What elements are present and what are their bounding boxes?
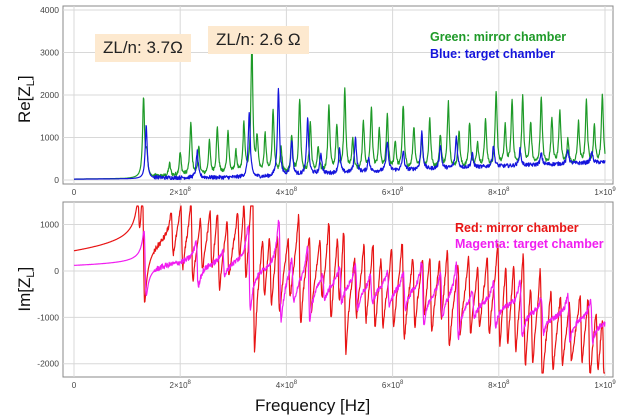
x-tick-label: 8×108 xyxy=(488,380,510,390)
x-tick-label: 0 xyxy=(72,381,77,390)
x-tick-label: 2×108 xyxy=(170,380,192,390)
y-tick-label: 3000 xyxy=(40,48,59,58)
im-impedance-panel: -2000 -1000 0 1000 0 2×108 4×108 6×108 8×108 1×10… xyxy=(37,201,616,390)
y-tick-label: -1000 xyxy=(37,312,59,322)
y-tick-label: 1000 xyxy=(40,133,59,143)
legend-magenta: Magenta: target chamber xyxy=(455,237,604,251)
x-tick-label: 6×108 xyxy=(382,380,404,390)
y-tick-label: -2000 xyxy=(37,359,59,369)
annotation-box-mirror: ZL/n: 3.7Ω xyxy=(95,34,191,62)
y-tick-label: 1000 xyxy=(40,220,59,230)
series-line xyxy=(73,219,606,345)
x-tick-label: 4×108 xyxy=(276,187,298,197)
x-axis-label: Frequency [Hz] xyxy=(255,396,371,415)
y-axis-label-re: Re[ZL] xyxy=(14,75,38,124)
y-tick-label: 4000 xyxy=(40,5,59,15)
y-tick-label: 2000 xyxy=(40,90,59,100)
series-line xyxy=(73,205,606,374)
series-line xyxy=(73,39,606,180)
annotation-box-target: ZL/n: 2.6 Ω xyxy=(208,26,309,54)
y-tick-label: 0 xyxy=(54,266,59,276)
x-tick-label: 0 xyxy=(72,188,77,197)
series-line xyxy=(73,87,606,180)
legend-green: Green: mirror chamber xyxy=(430,30,567,44)
x-tick-label: 6×108 xyxy=(382,187,404,197)
x-tick-label: 8×108 xyxy=(488,187,510,197)
y-axis-label-im: Im[ZL] xyxy=(14,266,38,312)
legend-red: Red: mirror chamber xyxy=(455,221,579,235)
y-tick-label: 0 xyxy=(54,175,59,185)
x-tick-label: 4×108 xyxy=(276,380,298,390)
x-tick-label: 2×108 xyxy=(170,187,192,197)
x-tick-label: 1×109 xyxy=(594,380,616,390)
legend-blue: Blue: target chamber xyxy=(430,47,556,61)
x-tick-label: 1×109 xyxy=(594,187,616,197)
